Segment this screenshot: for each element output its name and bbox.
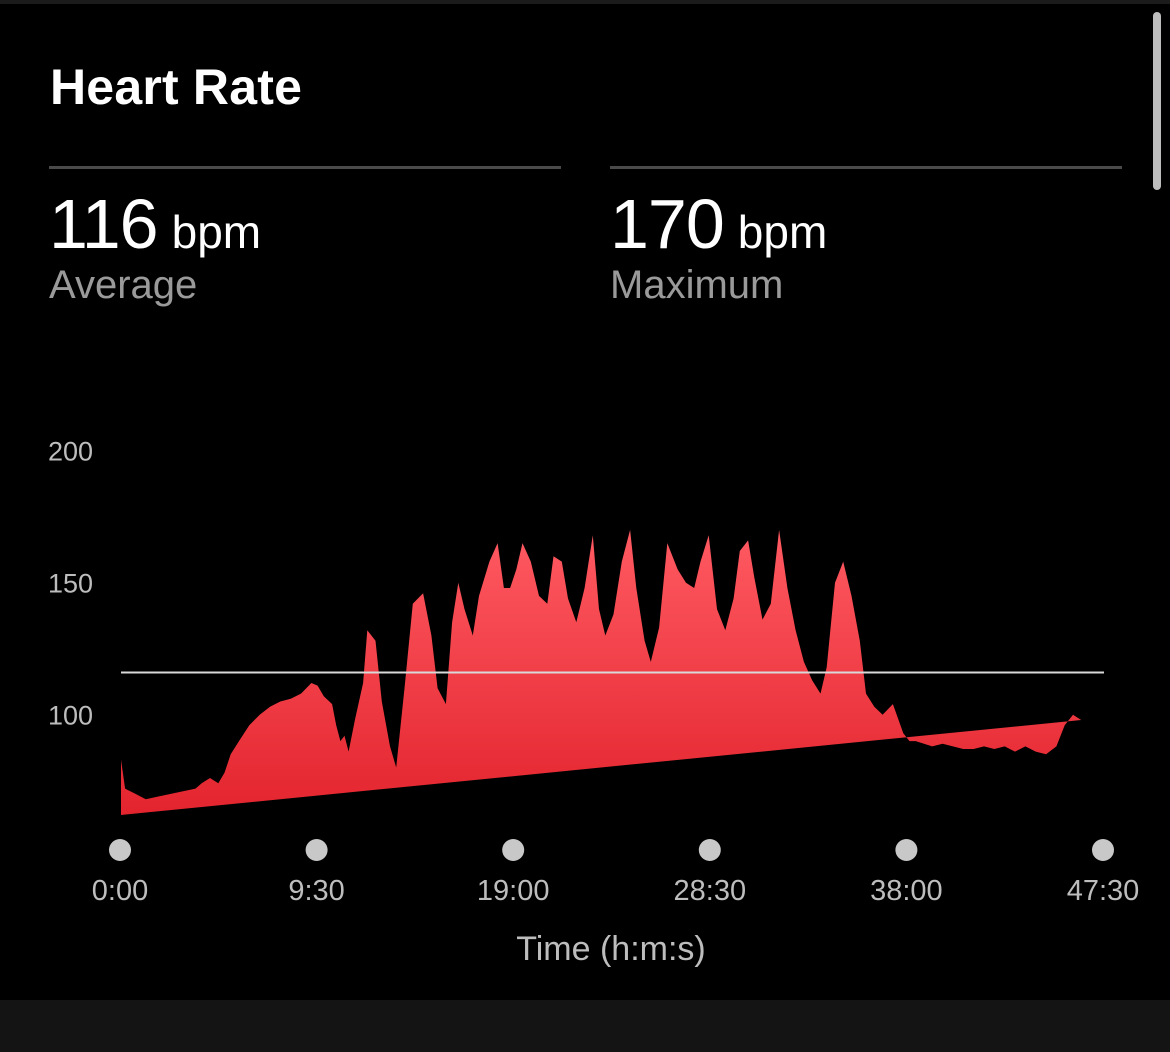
x-tick-label: 19:00 [477, 875, 550, 907]
top-strip [0, 0, 1170, 4]
x-tick-dot [1092, 839, 1114, 861]
average-value-line: 116 bpm [49, 189, 561, 259]
divider [49, 166, 561, 169]
average-unit: bpm [171, 206, 262, 258]
scrollbar[interactable] [1153, 12, 1161, 190]
x-tick-dot [109, 839, 131, 861]
average-label: Average [49, 263, 198, 307]
x-tick-label: 38:00 [870, 875, 943, 907]
x-tick-label: 0:00 [92, 875, 148, 907]
next-card-edge [0, 1000, 1170, 1052]
x-axis-label: Time (h:m:s) [516, 930, 706, 968]
x-tick-dot [305, 839, 328, 861]
card-title: Heart Rate [50, 59, 303, 115]
average-value: 116 [49, 185, 159, 263]
average-stat: 116 bpm Average [49, 166, 561, 308]
maximum-label: Maximum [610, 263, 784, 307]
x-tick-label: 9:30 [288, 875, 344, 907]
x-tick-dot [698, 839, 721, 861]
heart-rate-chart: 100 150 200 0:00 9:30 19:00 28:30 38:00 47:30 Tim… [48, 437, 1140, 968]
maximum-stat: 170 bpm Maximum [610, 166, 1122, 308]
heart-rate-card [0, 4, 1170, 1000]
x-tick-dot [502, 839, 525, 861]
maximum-unit: bpm [737, 206, 828, 258]
y-tick-label: 150 [48, 569, 93, 599]
x-tick-label: 28:30 [674, 875, 747, 907]
divider [610, 166, 1122, 169]
maximum-value: 170 [610, 185, 725, 263]
x-tick-label: 47:30 [1067, 875, 1140, 907]
x-tick-dot [895, 839, 918, 861]
y-tick-label: 100 [48, 701, 93, 731]
maximum-value-line: 170 bpm [610, 189, 1122, 259]
y-tick-label: 200 [48, 437, 93, 467]
